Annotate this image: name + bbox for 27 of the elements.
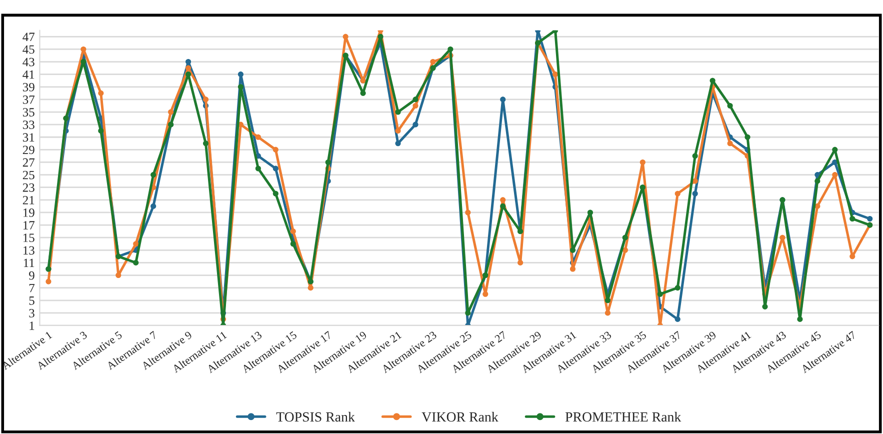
y-tick-label: 21 — [22, 196, 34, 204]
y-tick-label: 43 — [22, 58, 34, 66]
y-tick-label: 35 — [22, 108, 34, 116]
y-tick-label: 3 — [29, 309, 34, 318]
y-tick-label: 31 — [22, 133, 34, 142]
legend-label: TOPSIS Rank — [276, 412, 355, 422]
y-tick-label: 7 — [29, 284, 35, 292]
y-tick-label: 9 — [29, 271, 34, 280]
y-tick-label: 15 — [23, 234, 34, 242]
y-tick-label: 39 — [22, 82, 34, 92]
y-tick-label: 37 — [22, 96, 35, 104]
legend-label: VIKOR Rank — [422, 412, 498, 422]
y-tick-label: 11 — [24, 258, 34, 268]
y-tick-label: 41 — [22, 70, 34, 79]
legend-label: PROMETHEE Rank — [565, 412, 682, 422]
y-tick-label: 1 — [30, 322, 34, 330]
y-tick-label: 33 — [22, 120, 34, 130]
y-tick-label: 17 — [23, 221, 35, 230]
y-tick-label: 25 — [22, 170, 34, 180]
y-tick-label: 45 — [22, 45, 34, 54]
y-tick-label: 13 — [23, 246, 34, 255]
y-tick-label: 19 — [23, 208, 34, 217]
y-tick-label: 29 — [22, 146, 34, 154]
y-tick-label: 47 — [22, 32, 35, 41]
y-tick-label: 23 — [22, 183, 34, 192]
y-tick-label: 27 — [22, 158, 35, 167]
y-tick-label: 5 — [29, 296, 34, 305]
